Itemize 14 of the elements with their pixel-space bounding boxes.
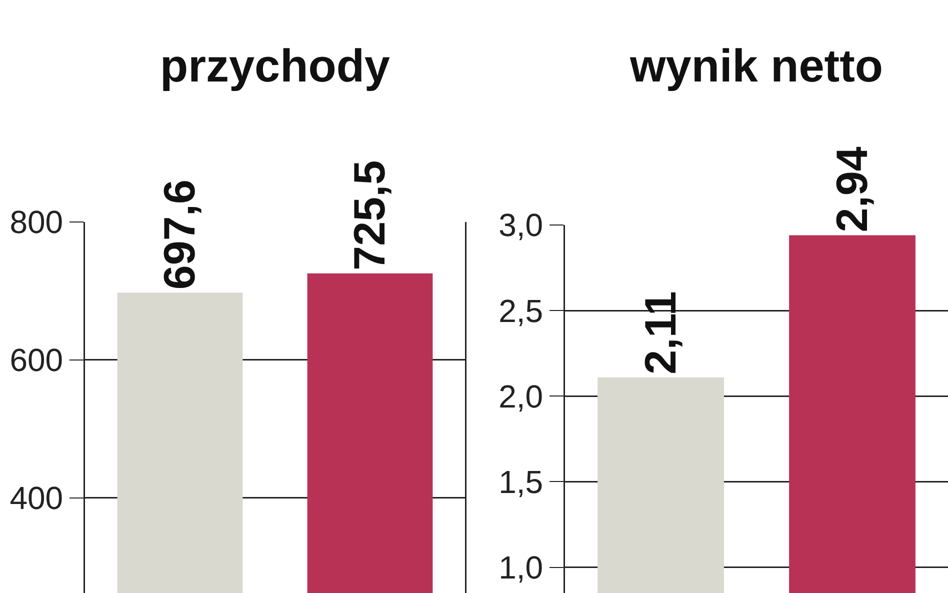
data-label: 2,94 <box>828 146 877 232</box>
y-tick-label: 600 <box>10 342 64 378</box>
y-tick-label: 2,5 <box>498 292 544 329</box>
y-tick-label: 2,0 <box>498 378 544 414</box>
data-label: 697,6 <box>156 180 204 290</box>
y-tick-label: 1,0 <box>498 550 544 586</box>
y-tick-label: 800 <box>10 204 64 240</box>
data-label: 2,11 <box>636 291 686 374</box>
y-tick-label: 3,0 <box>498 207 544 244</box>
chart-title: wynik netto <box>628 39 884 92</box>
y-tick-label: 1,5 <box>498 464 544 500</box>
chart-title: przychody <box>160 39 390 92</box>
data-label: 725,5 <box>346 160 394 270</box>
y-tick-label: 400 <box>10 480 64 516</box>
